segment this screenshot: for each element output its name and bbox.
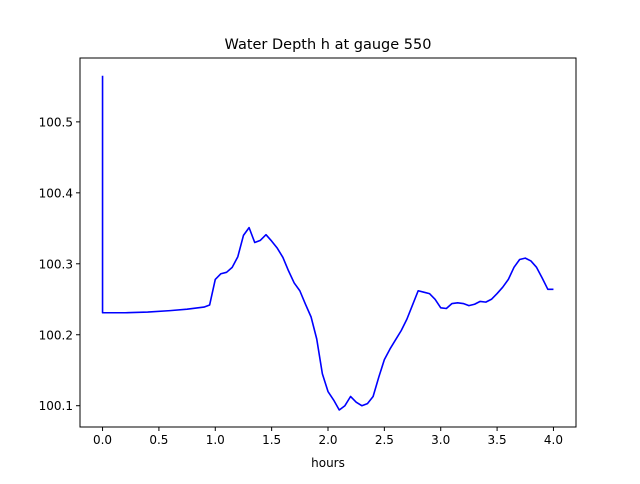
x-axis-label: hours — [311, 456, 345, 470]
y-tick-label: 100.2 — [39, 328, 73, 342]
y-tick-label: 100.5 — [39, 115, 73, 129]
chart-title: Water Depth h at gauge 550 — [225, 37, 432, 53]
x-tick-label: 2.0 — [318, 433, 337, 447]
axes-frame — [79, 57, 577, 428]
x-tick-label: 4.0 — [544, 433, 563, 447]
x-tick-label: 1.5 — [262, 433, 281, 447]
x-tick-label: 3.5 — [488, 433, 507, 447]
series-line-0 — [101, 75, 554, 411]
x-tick-label: 0.5 — [149, 433, 168, 447]
y-tick-label: 100.1 — [39, 399, 73, 413]
x-tick-label: 1.0 — [206, 433, 225, 447]
x-tick-label: 3.0 — [431, 433, 450, 447]
y-tick-label: 100.4 — [39, 186, 73, 200]
x-tick-label: 2.5 — [375, 433, 394, 447]
y-tick-label: 100.3 — [39, 257, 73, 271]
y-axis-ticks: 100.1 100.2 100.3 100.4 100.5 — [39, 115, 80, 413]
x-axis-ticks: 0.0 0.5 1.0 1.5 2.0 2.5 3.0 3.5 4.0 — [93, 427, 563, 447]
plot-area — [101, 75, 554, 411]
x-tick-label: 0.0 — [93, 433, 112, 447]
